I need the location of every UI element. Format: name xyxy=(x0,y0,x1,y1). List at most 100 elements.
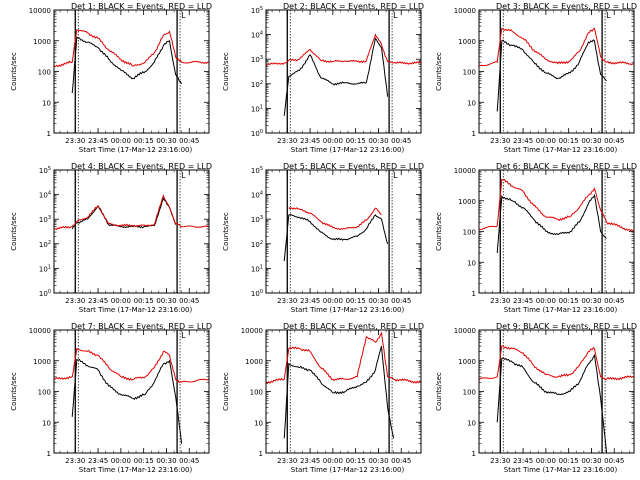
y-tick-label: 103 xyxy=(251,55,263,64)
plot-frame xyxy=(53,169,210,294)
lld-series-line xyxy=(265,331,422,385)
y-tick-label: 102 xyxy=(251,80,263,89)
x-tick-label: 23:45 xyxy=(300,457,320,465)
y-axis-label: Counts/sec xyxy=(10,52,18,91)
panel-title: Det 8: BLACK = Events, RED = LLD xyxy=(283,322,424,331)
y-tick-label: 10000 xyxy=(29,7,51,15)
x-tick-label: 23:45 xyxy=(300,137,320,145)
lld-series-line xyxy=(478,345,635,381)
x-tick-label: 00:00 xyxy=(323,297,343,305)
x-tick-label: 00:15 xyxy=(559,297,579,305)
y-tick-label: 100 xyxy=(251,129,263,138)
plot-frame xyxy=(478,169,635,294)
y-tick-label: 104 xyxy=(251,31,263,40)
y-tick-label: 100 xyxy=(250,389,263,397)
x-tick-label: 00:30 xyxy=(156,297,176,305)
x-tick-label: 23:30 xyxy=(277,297,297,305)
y-tick-label: 101 xyxy=(251,264,263,273)
marker-glyph: L xyxy=(606,11,611,20)
events-series-line xyxy=(283,345,395,439)
detector-panel-7: Det 7: BLACK = Events, RED = LLD Counts/s… xyxy=(10,322,212,474)
y-tick-label: 1000 xyxy=(33,358,51,366)
marker-glyph: L xyxy=(181,171,186,180)
x-axis-label: Start Time (17-Mar-12 23:16:00) xyxy=(291,146,405,154)
plot-frame xyxy=(53,329,210,454)
y-tick-label: 1000 xyxy=(458,358,476,366)
detector-panel-8: Det 8: BLACK = Events, RED = LLD Counts/s… xyxy=(222,322,424,474)
x-tick-label: 00:45 xyxy=(179,457,199,465)
x-tick-label: 00:45 xyxy=(391,137,411,145)
x-axis-label: Start Time (17-Mar-12 23:16:00) xyxy=(79,146,193,154)
y-tick-label: 10000 xyxy=(241,327,263,335)
y-axis-label: Counts/sec xyxy=(222,212,230,251)
x-tick-label: 23:45 xyxy=(88,137,108,145)
x-tick-label: 23:45 xyxy=(513,457,533,465)
events-series-line xyxy=(71,36,183,94)
y-tick-label: 1000 xyxy=(458,198,476,206)
y-axis-label: Counts/sec xyxy=(435,372,443,411)
x-tick-label: 23:30 xyxy=(277,137,297,145)
y-tick-label: 101 xyxy=(251,104,263,113)
y-tick-label: 100 xyxy=(251,289,263,298)
detector-panel-1: Det 1: BLACK = Events, RED = LLD Counts/s… xyxy=(10,2,212,154)
x-tick-label: 00:45 xyxy=(391,457,411,465)
marker-glyph: L xyxy=(606,171,611,180)
lld-series-line xyxy=(53,28,209,68)
x-axis-label: Start Time (17-Mar-12 23:16:00) xyxy=(504,146,618,154)
lld-series-line xyxy=(53,194,210,231)
detector-panel-5: Det 5: BLACK = Events, RED = LLD Counts/s… xyxy=(222,162,424,314)
events-series-line xyxy=(496,193,607,254)
y-tick-label: 10 xyxy=(42,99,51,107)
y-tick-label: 100 xyxy=(38,69,51,77)
y-tick-label: 1000 xyxy=(245,358,263,366)
y-tick-label: 103 xyxy=(39,215,51,224)
panel-title: Det 1: BLACK = Events, RED = LLD xyxy=(71,2,212,11)
y-tick-label: 10 xyxy=(254,419,263,427)
y-tick-label: 104 xyxy=(251,191,263,200)
events-series-line xyxy=(496,353,608,454)
x-tick-label: 23:30 xyxy=(65,457,85,465)
x-tick-label: 00:30 xyxy=(581,137,601,145)
y-tick-label: 102 xyxy=(39,240,51,249)
panel-title: Det 6: BLACK = Events, RED = LLD xyxy=(496,162,637,171)
x-tick-label: 00:15 xyxy=(134,137,154,145)
panel-title: Det 7: BLACK = Events, RED = LLD xyxy=(71,322,212,331)
y-tick-label: 100 xyxy=(463,229,476,237)
plot-frame xyxy=(265,9,422,134)
marker-glyph: L xyxy=(181,331,186,340)
x-tick-label: 00:15 xyxy=(346,137,366,145)
x-tick-label: 00:00 xyxy=(536,137,556,145)
y-axis-label: Counts/sec xyxy=(435,212,443,251)
x-tick-label: 00:15 xyxy=(346,297,366,305)
x-tick-label: 23:30 xyxy=(277,457,297,465)
detector-panel-6: Det 6: BLACK = Events, RED = LLD Counts/s… xyxy=(435,162,637,314)
x-tick-label: 00:15 xyxy=(559,457,579,465)
lld-series-line xyxy=(478,27,635,67)
panel-grid: Det 1: BLACK = Events, RED = LLD Counts/s… xyxy=(10,2,637,474)
marker-glyph: L xyxy=(393,11,398,20)
marker-glyph: L xyxy=(181,11,186,20)
events-series-line xyxy=(71,358,183,444)
x-tick-label: 00:45 xyxy=(604,137,624,145)
y-tick-label: 10 xyxy=(467,419,476,427)
x-tick-label: 00:30 xyxy=(581,457,601,465)
marker-glyph: L xyxy=(393,171,398,180)
x-tick-label: 23:30 xyxy=(490,457,510,465)
detector-panel-2: Det 2: BLACK = Events, RED = LLD Counts/s… xyxy=(222,2,424,154)
x-tick-label: 00:30 xyxy=(368,457,388,465)
x-tick-label: 00:30 xyxy=(368,137,388,145)
marker-glyph: L xyxy=(393,331,398,340)
x-axis-label: Start Time (17-Mar-12 23:16:00) xyxy=(504,466,618,474)
x-tick-label: 23:45 xyxy=(300,297,320,305)
y-tick-label: 10000 xyxy=(29,327,51,335)
x-tick-label: 00:00 xyxy=(111,297,131,305)
x-tick-label: 00:30 xyxy=(581,297,601,305)
y-tick-label: 101 xyxy=(39,264,51,273)
plot-frame xyxy=(478,329,635,454)
y-tick-label: 1 xyxy=(47,450,51,458)
y-tick-label: 1000 xyxy=(33,38,51,46)
x-axis-label: Start Time (17-Mar-12 23:16:00) xyxy=(79,466,193,474)
detector-panel-9: Det 9: BLACK = Events, RED = LLD Counts/s… xyxy=(435,322,637,474)
